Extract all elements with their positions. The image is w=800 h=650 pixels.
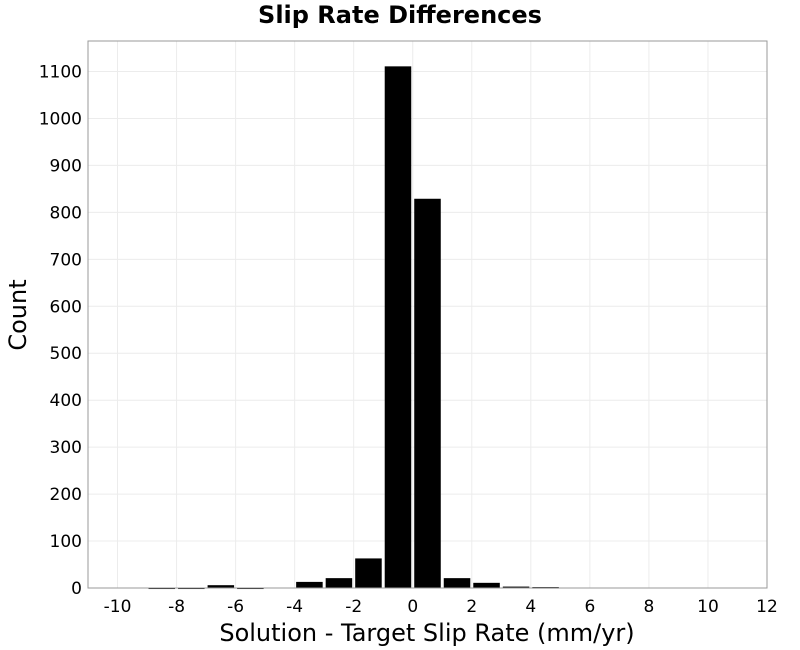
x-tick-label: -8 [168,597,185,617]
x-tick-label: -2 [345,597,362,617]
y-tick-label: 700 [50,250,82,270]
x-tick-label: 2 [466,597,477,617]
histogram-bar [502,586,530,589]
chart-title: Slip Rate Differences [258,1,542,29]
histogram-bar [473,582,500,588]
y-tick-label: 400 [50,391,82,411]
y-tick-label: 100 [50,532,82,552]
histogram-bar [384,66,412,589]
histogram-bar [296,581,323,588]
y-tick-label: 500 [50,344,82,364]
x-tick-label: -4 [286,597,303,617]
histogram-bar [443,578,471,588]
x-tick-label: -6 [227,597,244,617]
x-tick-labels: -10 -8 -6 -4 -2 0 2 4 6 8 10 12 [104,597,778,617]
y-tick-label: 1000 [39,109,82,129]
x-tick-label: 6 [584,597,595,617]
histogram-bar [355,558,382,588]
y-tick-label: 600 [50,297,82,317]
y-tick-label: 300 [50,438,82,458]
x-tick-label: 0 [407,597,418,617]
histogram-bar [414,198,441,589]
x-tick-label: 12 [756,597,778,617]
x-tick-label: 4 [525,597,536,617]
x-tick-label: 10 [697,597,719,617]
y-tick-label: 200 [50,485,82,505]
bars [148,66,559,590]
histogram-bar [207,585,235,588]
histogram-bar [325,578,353,588]
y-tick-label: 900 [50,156,82,176]
y-axis-title: Count [4,279,32,350]
x-tick-label: -10 [104,597,132,617]
y-tick-label: 1100 [39,63,82,83]
y-tick-labels: 0 100 200 300 400 500 600 700 800 900 1000 1100 [39,63,82,599]
y-tick-label: 800 [50,203,82,223]
y-tick-label: 0 [71,579,82,599]
x-tick-label: 8 [643,597,654,617]
plot-frame [87,40,768,589]
x-axis-title: Solution - Target Slip Rate (mm/yr) [219,619,634,647]
